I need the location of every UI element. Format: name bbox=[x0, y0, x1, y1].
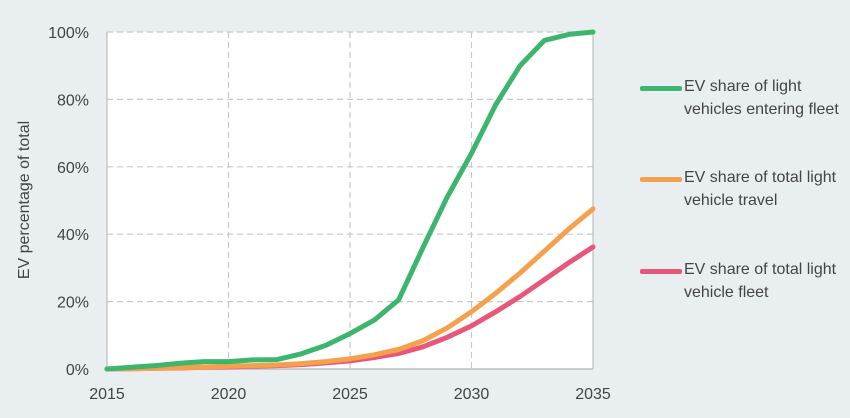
y-tick-label: 20% bbox=[57, 295, 89, 312]
series-lines bbox=[104, 29, 596, 372]
x-tick-label: 2015 bbox=[89, 386, 125, 403]
series-line-total-travel bbox=[104, 206, 596, 372]
x-tick-label: 2020 bbox=[211, 386, 247, 403]
legend-swatch-entering-fleet bbox=[640, 86, 682, 91]
grid bbox=[107, 31, 593, 369]
y-tick-label: 40% bbox=[57, 227, 89, 244]
x-tick-label: 2035 bbox=[575, 386, 611, 403]
x-tick-label: 2025 bbox=[332, 386, 368, 403]
tick-labels: 0% 20% 40% 60% 80% 100% 2015 2020 2025 2030 2035 bbox=[48, 25, 611, 403]
y-tick-label: 60% bbox=[57, 160, 89, 177]
legend-swatch-total-travel bbox=[640, 177, 682, 182]
legend-swatch-total-fleet bbox=[640, 269, 682, 274]
x-tick-label: 2030 bbox=[454, 386, 490, 403]
legend-label-entering-fleet: EV share of light vehicles entering flee… bbox=[684, 78, 839, 118]
y-axis-title: EV percentage of total bbox=[16, 121, 33, 279]
y-tick-label: 0% bbox=[66, 362, 89, 379]
y-tick-label: 100% bbox=[48, 25, 89, 42]
legend-label-total-fleet: EV share of total light vehicle fleet bbox=[684, 261, 837, 301]
legend-label-total-travel: EV share of total light vehicle travel bbox=[684, 169, 837, 209]
series-line-entering-fleet bbox=[104, 29, 596, 372]
y-tick-label: 80% bbox=[57, 92, 89, 109]
